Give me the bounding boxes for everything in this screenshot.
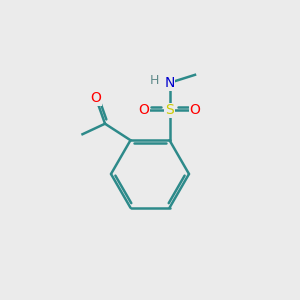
- Text: N: N: [164, 76, 175, 90]
- Text: O: O: [91, 91, 101, 105]
- Text: O: O: [190, 103, 200, 117]
- Text: O: O: [139, 103, 149, 117]
- Text: S: S: [165, 103, 174, 117]
- Text: H: H: [150, 74, 159, 87]
